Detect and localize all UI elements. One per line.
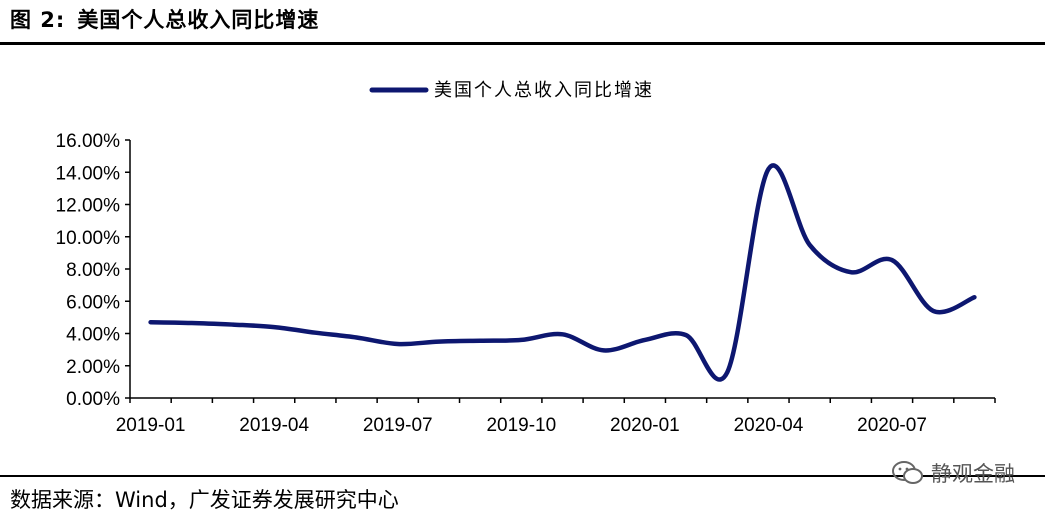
x-tick-label: 2020-07 xyxy=(857,415,927,436)
data-point xyxy=(355,336,359,340)
watermark-text: 静观金融 xyxy=(931,462,1015,486)
data-point xyxy=(313,331,317,335)
data-point xyxy=(602,348,606,352)
data-point xyxy=(519,338,523,342)
data-point xyxy=(396,342,400,346)
source-note: 数据来源：Wind，广发证券发展研究中心 xyxy=(10,488,399,512)
x-tick-label: 2020-01 xyxy=(610,415,680,436)
x-tick-label: 2019-04 xyxy=(239,415,309,436)
data-point xyxy=(478,339,482,343)
x-tick-label: 2020-04 xyxy=(734,415,804,436)
data-point xyxy=(890,258,894,262)
figure-title: 图 2: 美国个人总收入同比增速 xyxy=(10,4,319,34)
data-point xyxy=(437,340,441,344)
data-point xyxy=(684,333,688,337)
data-point xyxy=(149,320,153,324)
x-tick-label: 2019-10 xyxy=(486,415,556,436)
data-point xyxy=(808,243,812,247)
data-point xyxy=(725,370,729,374)
data-point xyxy=(972,295,976,299)
chart-axes: 0.00% 2.00% 4.00% 6.00% 8.00% 10.00% 12.00% 14.… xyxy=(56,131,996,436)
data-point xyxy=(931,309,935,313)
y-tick-label: 14.00% xyxy=(56,163,121,184)
data-point xyxy=(272,325,276,329)
line-chart: 美国个人总收入同比增速 0.00% 2.00% 4.00% 6.00% 8.00% 10.… xyxy=(56,80,996,436)
y-tick-label: 4.00% xyxy=(66,325,120,346)
wechat-icon xyxy=(892,461,923,484)
y-tick-label: 0.00% xyxy=(66,389,120,410)
series-line xyxy=(148,163,977,382)
data-point xyxy=(190,321,194,325)
y-tick-label: 8.00% xyxy=(66,260,120,281)
y-tick-label: 2.00% xyxy=(66,357,120,378)
x-tick-label: 2019-07 xyxy=(363,415,433,436)
x-tick-label: 2019-01 xyxy=(116,415,186,436)
data-point xyxy=(849,270,853,274)
y-tick-label: 6.00% xyxy=(66,292,120,313)
watermark: 静观金融 xyxy=(891,458,1015,488)
title-rule xyxy=(0,42,1045,45)
legend-label: 美国个人总收入同比增速 xyxy=(434,80,654,101)
data-point xyxy=(643,338,647,342)
figure-label: 图 2: xyxy=(10,8,66,32)
y-tick-label: 10.00% xyxy=(56,228,121,249)
chart-legend: 美国个人总收入同比增速 xyxy=(369,80,654,101)
y-tick-label: 16.00% xyxy=(56,131,121,152)
figure-title-text: 美国个人总收入同比增速 xyxy=(77,8,320,32)
data-point xyxy=(767,167,771,171)
data-point xyxy=(231,323,235,327)
y-tick-label: 12.00% xyxy=(56,196,121,217)
footer-rule xyxy=(0,475,1045,477)
data-point xyxy=(561,332,565,336)
chart-series xyxy=(148,163,977,382)
